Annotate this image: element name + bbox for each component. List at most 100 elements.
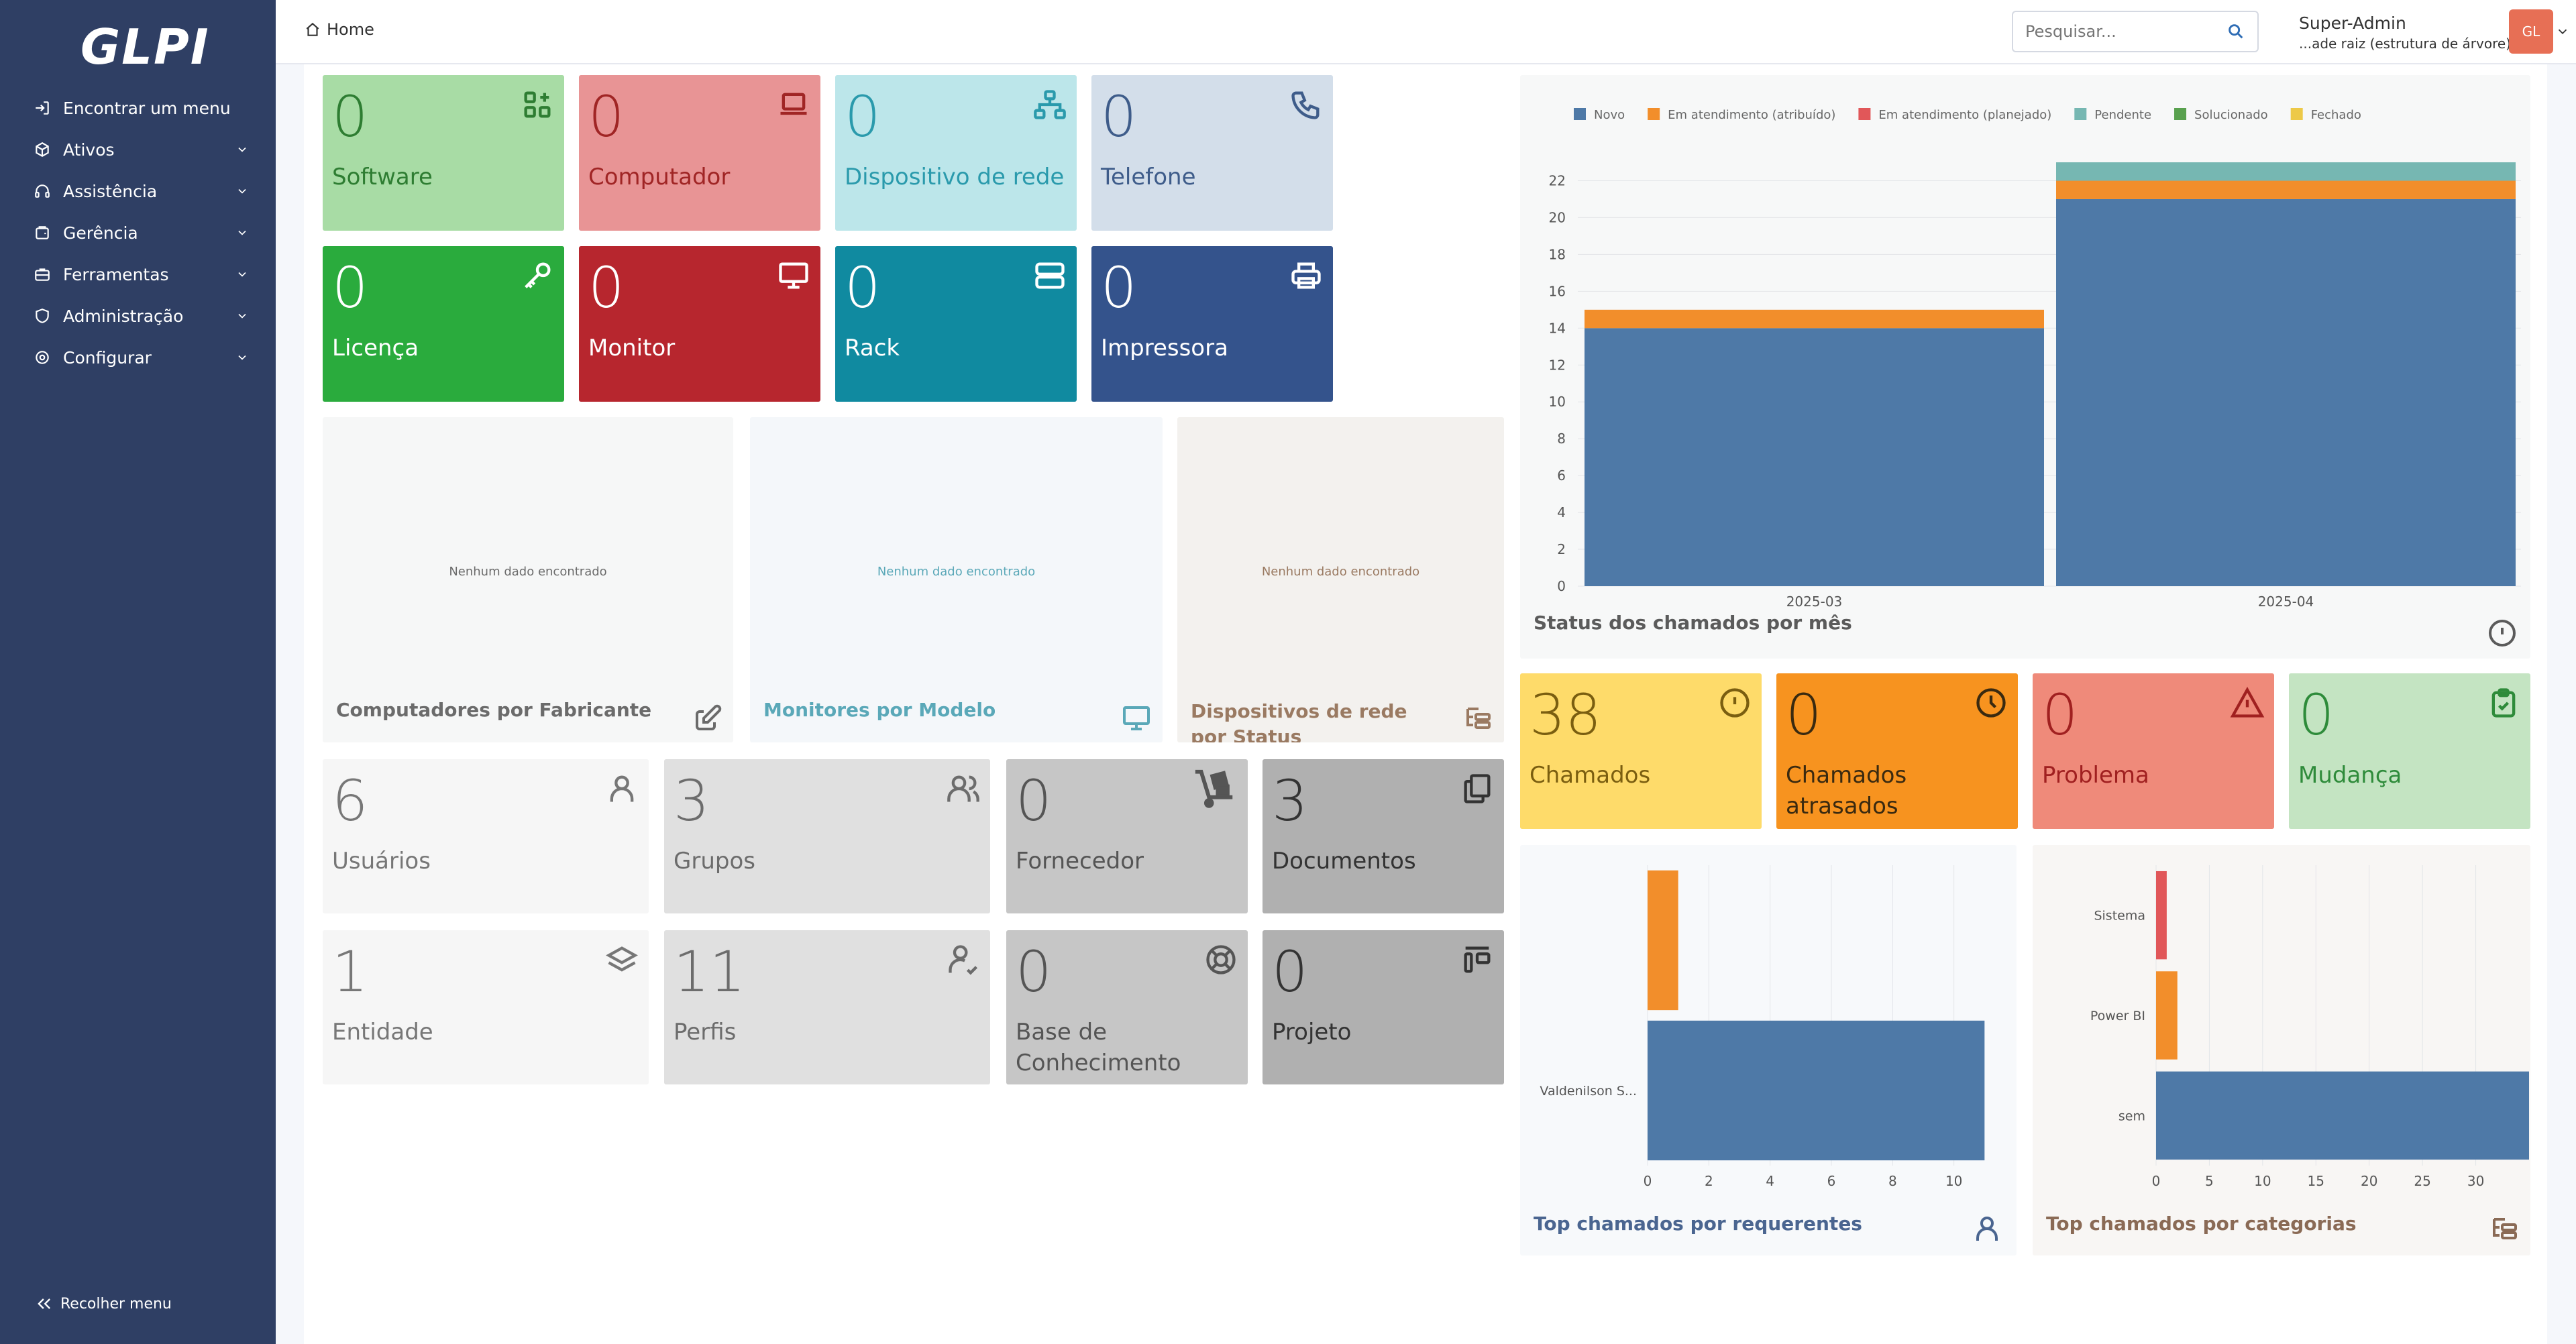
search-box[interactable] xyxy=(2012,11,2259,52)
user-menu[interactable]: Super-Admin ...ade raiz (estrutura de ár… xyxy=(2299,13,2527,52)
sidebar-item-configurar[interactable]: Configurar xyxy=(0,337,276,378)
card-usuarios[interactable]: 6 Usuários xyxy=(323,759,649,913)
card-value: 0 xyxy=(1101,255,1137,321)
card-label: Projeto xyxy=(1272,1019,1352,1046)
sidebar-item-ativos[interactable]: Ativos xyxy=(0,129,276,170)
monitor-icon[interactable] xyxy=(1120,702,1152,734)
legend-swatch xyxy=(1648,108,1660,120)
card-software[interactable]: 0 Software xyxy=(323,75,564,231)
card-chamados[interactable]: 38 Chamados xyxy=(1520,673,1762,829)
double-chevron-left-icon xyxy=(38,1298,50,1309)
card-value: 0 xyxy=(1786,682,1822,748)
hierarchy-icon[interactable] xyxy=(2489,1213,2521,1245)
card-grupos[interactable]: 3 Grupos xyxy=(664,759,990,913)
y-tick-label: sem xyxy=(2118,1109,2145,1123)
chevron-down-icon xyxy=(238,188,246,194)
widget-monitores-por-modelo: Nenhum dado encontrado Monitores por Mod… xyxy=(750,417,1163,742)
bar-segment xyxy=(1585,328,2044,586)
card-impressora[interactable]: 0 Impressora xyxy=(1091,246,1333,402)
sidebar-item-encontrar[interactable]: Encontrar um menu xyxy=(0,87,276,129)
bar xyxy=(2156,971,2178,1060)
y-tick-label: 2 xyxy=(1557,541,1566,557)
legend-label: Novo xyxy=(1594,108,1625,122)
x-tick-label: 30 xyxy=(2467,1173,2484,1189)
card-label: Computador xyxy=(588,164,731,190)
card-rack[interactable]: 0 Rack xyxy=(835,246,1077,402)
card-problema[interactable]: 0 Problema xyxy=(2033,673,2274,829)
user-icon[interactable] xyxy=(1971,1213,2003,1245)
legend-swatch xyxy=(2074,108,2087,120)
card-projeto[interactable]: 0 Projeto xyxy=(1263,930,1504,1084)
categorias-chart: 0 5 10 15 20 25 30 Sistema Power BI sem xyxy=(2090,865,2529,1189)
card-value: 0 xyxy=(588,84,625,150)
y-tick-label: Sistema xyxy=(2094,909,2145,923)
apps-add-icon xyxy=(524,91,551,118)
monitor-icon xyxy=(779,262,808,289)
bar xyxy=(2156,871,2167,960)
chevron-down-icon xyxy=(238,313,246,319)
layers-icon xyxy=(606,946,638,972)
widget-title: Status dos chamados por mês xyxy=(1534,612,1852,634)
collapse-menu-button[interactable]: Recolher menu xyxy=(35,1294,172,1313)
sidebar: GLPI Encontrar um menu Ativos Assistênci… xyxy=(0,0,276,1344)
card-computador[interactable]: 0 Computador xyxy=(579,75,820,231)
card-value: 0 xyxy=(1101,84,1137,150)
legend-label: Em atendimento (atribuído) xyxy=(1668,108,1835,122)
sidebar-item-assistencia[interactable]: Assistência xyxy=(0,170,276,212)
glpi-logo[interactable]: GLPI xyxy=(80,19,209,75)
card-monitor[interactable]: 0 Monitor xyxy=(579,246,820,402)
users-icon xyxy=(947,775,979,802)
avatar[interactable]: GL xyxy=(2509,9,2553,54)
widget-top-chamados-categorias: 0 5 10 15 20 25 30 Sistema Power BI sem Top chama… xyxy=(2033,845,2530,1255)
bar-segment xyxy=(2056,199,2516,586)
x-tick-label: 0 xyxy=(2152,1173,2161,1189)
sidebar-item-gerencia[interactable]: Gerência xyxy=(0,212,276,254)
card-entidade[interactable]: 1 Entidade xyxy=(323,930,649,1084)
home-icon xyxy=(306,22,319,36)
y-tick-label: 14 xyxy=(1549,320,1566,336)
breadcrumb[interactable]: Home xyxy=(304,20,374,39)
y-tick-label: Power BI xyxy=(2090,1009,2145,1023)
dolly-icon xyxy=(1195,769,1233,808)
chevron-down-icon[interactable] xyxy=(2555,24,2570,39)
card-mudanca[interactable]: 0 Mudança xyxy=(2289,673,2530,829)
legend-label: Em atendimento (planejado) xyxy=(1878,108,2051,122)
card-value: 0 xyxy=(2298,682,2334,748)
hierarchy-icon[interactable] xyxy=(1462,702,1495,734)
shield-icon xyxy=(32,306,52,326)
card-licenca[interactable]: 0 Licença xyxy=(323,246,564,402)
sidebar-item-label: Assistência xyxy=(63,181,158,201)
sidebar-item-administracao[interactable]: Administração xyxy=(0,295,276,337)
card-label: Entidade xyxy=(332,1019,433,1046)
card-label: Rack xyxy=(845,335,900,361)
card-perfis[interactable]: 11 Perfis xyxy=(664,930,990,1084)
card-telefone[interactable]: 0 Telefone xyxy=(1091,75,1333,231)
breadcrumb-home[interactable]: Home xyxy=(327,20,374,39)
server-icon xyxy=(1035,262,1065,289)
card-fornecedor[interactable]: 0 Fornecedor xyxy=(1006,759,1248,913)
card-dispositivo-de-rede[interactable]: 0 Dispositivo de rede xyxy=(835,75,1077,231)
card-base-de-conhecimento[interactable]: 0 Base de Conhecimento xyxy=(1006,930,1248,1084)
search-icon[interactable] xyxy=(2226,22,2245,41)
x-tick-label: 25 xyxy=(2414,1173,2430,1189)
card-label: Chamados xyxy=(1529,762,1651,789)
card-documentos[interactable]: 3 Documentos xyxy=(1263,759,1504,913)
alert-circle-icon[interactable] xyxy=(2486,617,2518,649)
bar-segment xyxy=(1585,309,2044,329)
card-chamados-atrasados[interactable]: 0 Chamados atrasados xyxy=(1776,673,2018,829)
card-value: 0 xyxy=(1272,939,1308,1005)
edit-icon[interactable] xyxy=(692,702,724,734)
briefcase-icon xyxy=(32,264,52,284)
legend-swatch xyxy=(1574,108,1586,120)
card-label: Base de Conhecimento xyxy=(1016,1019,1181,1076)
x-tick-label: 15 xyxy=(2308,1173,2324,1189)
card-value: 0 xyxy=(588,255,625,321)
x-tick-label: 2025-03 xyxy=(1786,594,1843,610)
y-tick-label: 0 xyxy=(1557,578,1566,594)
search-input[interactable] xyxy=(2025,22,2226,41)
y-tick-label: Valdenilson S... xyxy=(1540,1084,1637,1099)
laptop-icon xyxy=(780,93,807,115)
legend-swatch xyxy=(2174,108,2187,120)
sidebar-item-ferramentas[interactable]: Ferramentas xyxy=(0,254,276,295)
requerentes-chart: 0 2 4 6 8 10 Valdenilson S... xyxy=(1540,865,1985,1189)
